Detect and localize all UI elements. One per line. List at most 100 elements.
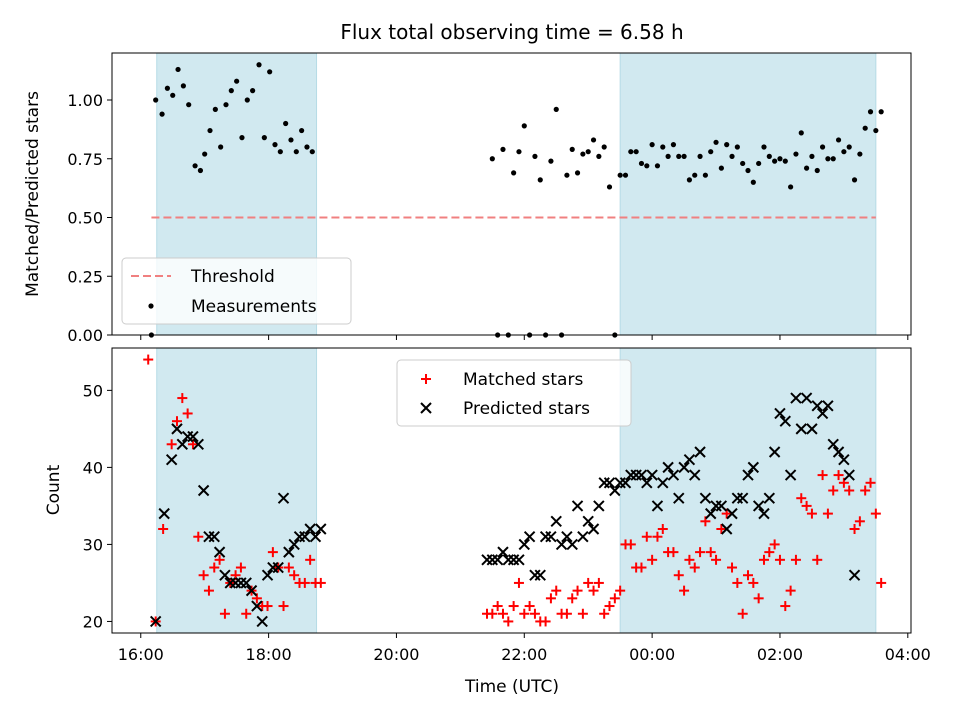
matched-star-point: [551, 585, 562, 596]
x-b: [545, 531, 557, 543]
matched-star-point: [182, 408, 193, 419]
x-axis-label: Time (UTC): [464, 677, 559, 697]
predicted-star-point: [309, 531, 322, 543]
measurement-point: [670, 142, 677, 148]
x-b: [673, 492, 685, 504]
measurement-point: [702, 172, 708, 178]
predicted-star-point: [219, 569, 231, 581]
x-b: [176, 438, 189, 450]
y-tick-label: 30: [83, 535, 103, 554]
predicted-star-point: [491, 554, 504, 566]
predicted-star-point: [288, 538, 300, 551]
matched-star-point: [769, 539, 780, 550]
x-tick-label: 02:00: [757, 645, 803, 664]
matched-star-point: [625, 539, 636, 550]
predicted-star-point: [171, 423, 183, 435]
measurement-point: [734, 144, 740, 150]
predicted-star-point: [641, 477, 653, 489]
matched-star-point: [817, 470, 828, 481]
matched-star-point: [860, 485, 871, 496]
predicted-star-point: [774, 407, 786, 420]
top-y-ticks: 0.00 0.25 0.50 0.75 1.00: [67, 91, 112, 345]
matched-star-point: [684, 554, 695, 565]
matched-star-point: [641, 531, 652, 542]
matched-star-point: [753, 593, 764, 604]
matched-star-point: [679, 585, 690, 596]
x-b: [555, 538, 568, 551]
matched-star-point: [572, 585, 583, 596]
predicted-star-point: [598, 477, 610, 489]
predicted-star-point: [149, 615, 162, 628]
matched-star-point: [529, 608, 540, 619]
measurement-point: [873, 127, 879, 134]
x-b: [784, 469, 797, 481]
measurement-point: [638, 160, 645, 167]
legend-matched-label: Matched stars: [463, 370, 583, 390]
x-b: [420, 402, 432, 414]
predicted-star-point: [673, 492, 685, 504]
measurement-point: [304, 144, 310, 150]
x-b: [646, 469, 658, 481]
ratio-panel: 0.00 0.25 0.50 0.75 1.00 Matched/Predicted s…: [23, 52, 912, 345]
matched-star-point: [780, 601, 791, 612]
predicted-star-point: [582, 515, 594, 528]
measurement-point: [649, 142, 655, 148]
measurement-point: [777, 156, 783, 162]
measurement-point: [590, 137, 597, 143]
measurement-point: [170, 92, 176, 98]
matched-star-point: [828, 485, 839, 496]
matched-star-point: [166, 439, 177, 450]
measurement-point: [750, 179, 756, 185]
x-b: [566, 538, 578, 551]
matched-star-point: [774, 554, 785, 565]
measurement-point: [228, 88, 234, 94]
x-b: [315, 523, 327, 535]
measurement-point: [186, 102, 192, 108]
x-b: [304, 523, 316, 535]
predicted-star-point: [529, 569, 541, 581]
x-b: [800, 392, 813, 404]
predicted-star-point: [545, 531, 557, 543]
predicted-star-point: [832, 446, 845, 458]
matched-star-point: [609, 593, 620, 604]
predicted-stars-points: [149, 392, 861, 628]
x-b: [272, 561, 284, 574]
matched-star-point: [513, 577, 524, 588]
predicted-star-point: [571, 500, 584, 512]
x-b: [571, 500, 584, 512]
x-tick-label: 00:00: [629, 645, 675, 664]
y-tick-label: 0.25: [67, 267, 103, 286]
predicted-star-point: [678, 461, 690, 474]
predicted-star-point: [315, 523, 327, 535]
predicted-star-point: [213, 546, 226, 558]
matched-star-point: [636, 562, 647, 573]
bottom-x-ticks: 16:00 18:00 20:00 22:00 00:00 02:00 04:00: [118, 633, 931, 664]
x-b: [587, 523, 600, 535]
x-b: [811, 400, 823, 412]
x-b: [678, 461, 690, 474]
y-tick-label: 0.50: [67, 209, 103, 228]
matched-star-point: [315, 577, 326, 588]
measurement-point: [272, 142, 278, 148]
predicted-star-point: [261, 569, 274, 581]
measurement-point: [580, 151, 586, 157]
matched-star-point: [289, 570, 300, 581]
matched-star-point: [203, 585, 214, 596]
predicted-star-point: [240, 577, 252, 589]
x-b: [843, 469, 855, 481]
measurement-point: [857, 151, 863, 157]
x-b: [705, 507, 717, 520]
matched-star-point: [235, 562, 246, 573]
measurement-point: [729, 153, 735, 159]
measurement-point: [159, 111, 165, 117]
bottom-y-axis-label: Count: [44, 464, 64, 515]
measurement-point: [830, 156, 836, 162]
predicted-star-point: [256, 615, 268, 628]
x-b: [609, 484, 621, 497]
measurement-point: [825, 156, 831, 162]
predicted-star-point: [848, 569, 861, 581]
measurement-point: [846, 144, 852, 150]
matched-star-point: [214, 554, 225, 565]
y-tick-label: 40: [83, 458, 103, 477]
legend-matched-swatch: [421, 374, 431, 384]
